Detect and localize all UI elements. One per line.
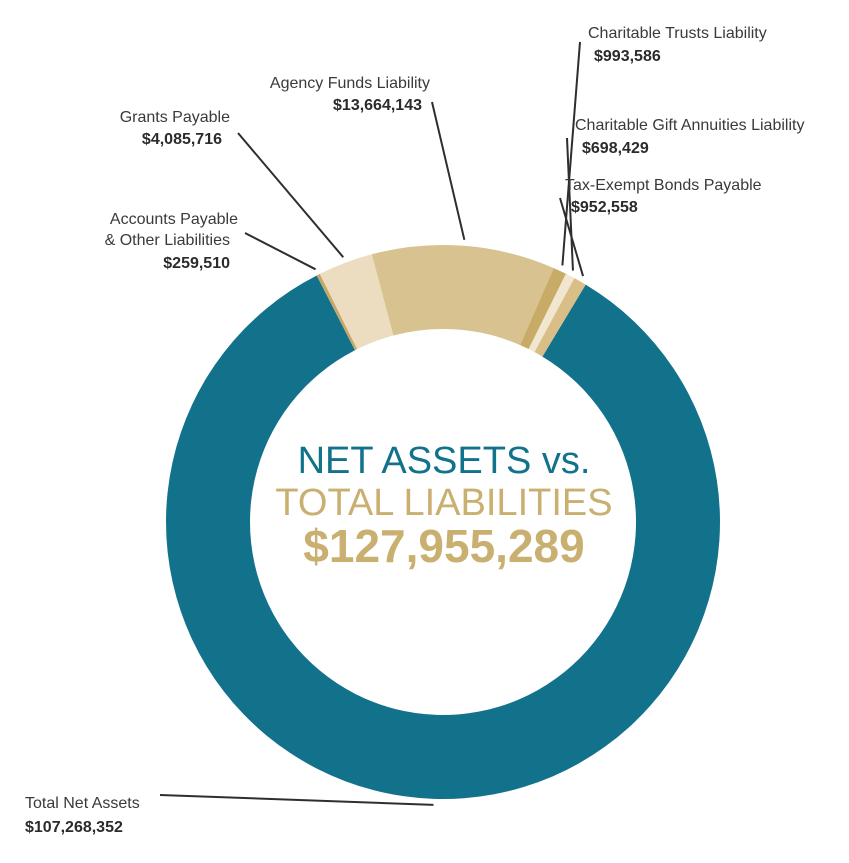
label-value: $4,085,716 <box>142 131 222 148</box>
label-value: $698,429 <box>582 140 649 157</box>
label-name: Total Net Assets <box>25 795 140 812</box>
label-value: $13,664,143 <box>333 97 422 114</box>
center-total-value: $127,955,289 <box>303 520 584 572</box>
leader-line-agency-funds-liability <box>431 101 466 241</box>
label-name: Charitable Trusts Liability <box>588 25 767 42</box>
label-value: $259,510 <box>163 255 230 272</box>
label-accounts-payable: Accounts Payable & Other Liabilities $25… <box>105 211 238 272</box>
leader-lines <box>159 41 585 806</box>
slice-accounts-payable <box>316 273 358 351</box>
slice-total-net-assets <box>165 275 720 800</box>
donut-slices <box>165 244 720 800</box>
label-value: $993,586 <box>594 48 661 65</box>
leader-line-total-net-assets <box>159 794 434 806</box>
leader-line-charitable-trusts-liability <box>561 41 581 266</box>
label-value: $107,268,352 <box>25 819 123 836</box>
label-name: Agency Funds Liability <box>270 75 430 92</box>
center-title-line1: NET ASSETS vs. <box>298 440 591 482</box>
leader-line-charitable-gift-annuities-liability <box>566 137 574 271</box>
center-title-net-assets: NET ASSETS <box>298 440 532 482</box>
label-name: Grants Payable <box>120 109 230 126</box>
center-title-line2: TOTAL LIABILITIES <box>275 482 612 524</box>
label-gift-annuities: Charitable Gift Annuities Liability $698… <box>575 117 804 157</box>
label-name-line2: & Other Liabilities <box>105 232 230 249</box>
slice-grants-payable <box>319 254 394 350</box>
leader-line-grants-payable <box>237 132 344 258</box>
slice-tax-exempt-bonds-payable <box>534 278 586 357</box>
leader-line-tax-exempt-bonds-payable <box>559 197 585 277</box>
center-title-vs: vs. <box>542 440 591 482</box>
label-name: Charitable Gift Annuities Liability <box>575 117 804 134</box>
slice-charitable-gift-annuities-liability <box>528 273 575 353</box>
label-name: Accounts Payable <box>110 211 238 228</box>
label-charitable-trusts: Charitable Trusts Liability $993,586 <box>588 25 767 65</box>
leader-line-accounts-payable <box>244 232 317 271</box>
slice-agency-funds-liability <box>371 244 554 346</box>
label-total-net-assets: Total Net Assets $107,268,352 <box>25 795 140 836</box>
label-grants-payable: Grants Payable $4,085,716 <box>120 109 230 148</box>
label-name: Tax-Exempt Bonds Payable <box>565 177 762 194</box>
label-agency-funds: Agency Funds Liability $13,664,143 <box>270 75 430 114</box>
slice-charitable-trusts-liability <box>520 268 566 350</box>
label-value: $952,558 <box>571 199 638 216</box>
label-tax-exempt-bonds: Tax-Exempt Bonds Payable $952,558 <box>565 177 762 216</box>
